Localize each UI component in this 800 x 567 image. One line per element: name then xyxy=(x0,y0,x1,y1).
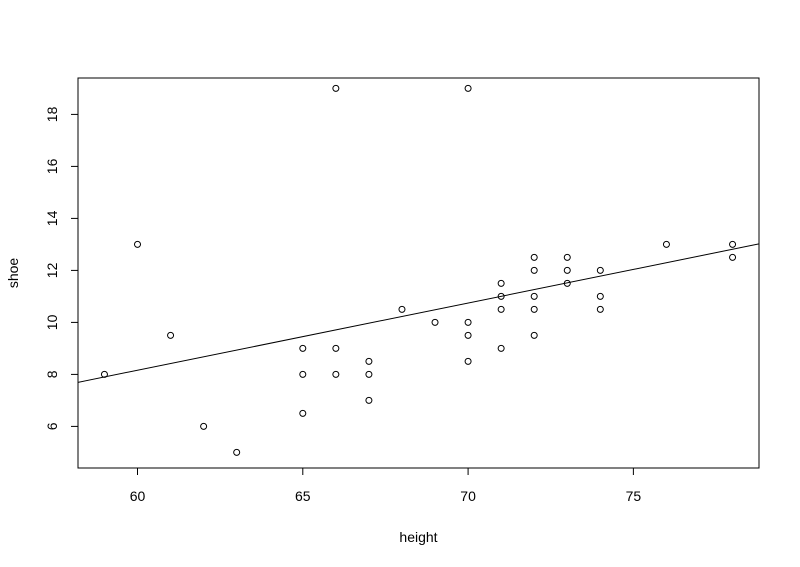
data-point xyxy=(332,370,340,378)
y-tick-label: 10 xyxy=(44,314,60,330)
data-point xyxy=(530,331,538,339)
data-point xyxy=(464,357,472,365)
data-point xyxy=(596,266,604,274)
data-point xyxy=(332,84,340,92)
data-point xyxy=(563,253,571,261)
data-point xyxy=(299,409,307,417)
x-tick-label: 65 xyxy=(295,488,311,504)
data-point xyxy=(497,279,505,287)
y-tick-label: 8 xyxy=(44,370,60,378)
x-tick-label: 60 xyxy=(130,488,146,504)
y-tick-label: 6 xyxy=(44,422,60,430)
data-point xyxy=(167,331,175,339)
x-axis-title: height xyxy=(399,529,437,545)
data-point xyxy=(431,318,439,326)
data-point xyxy=(233,448,241,456)
x-tick-label: 70 xyxy=(460,488,476,504)
data-point xyxy=(365,396,373,404)
data-point xyxy=(596,292,604,300)
data-point xyxy=(365,370,373,378)
data-point xyxy=(332,344,340,352)
data-point xyxy=(299,344,307,352)
data-point xyxy=(662,240,670,248)
regression-line xyxy=(78,243,759,383)
y-axis: 6 8 10 12 14 16 18 xyxy=(44,106,79,430)
regression-line-group xyxy=(78,243,759,383)
data-point xyxy=(530,292,538,300)
data-point xyxy=(464,318,472,326)
data-point xyxy=(134,240,142,248)
data-point xyxy=(200,422,208,430)
x-axis: 60 65 70 75 xyxy=(130,467,642,504)
data-point xyxy=(729,253,737,261)
data-point xyxy=(563,279,571,287)
data-point xyxy=(530,305,538,313)
data-point xyxy=(497,305,505,313)
data-point xyxy=(464,84,472,92)
y-axis-title: shoe xyxy=(5,258,21,289)
data-point xyxy=(464,331,472,339)
data-point xyxy=(497,292,505,300)
plot-frame xyxy=(77,77,760,469)
data-point xyxy=(299,370,307,378)
y-tick-label: 14 xyxy=(44,210,60,226)
y-tick-label: 18 xyxy=(44,106,60,122)
data-point xyxy=(497,344,505,352)
data-point xyxy=(530,266,538,274)
data-point xyxy=(596,305,604,313)
data-point xyxy=(729,240,737,248)
y-tick-label: 16 xyxy=(44,158,60,174)
data-point xyxy=(563,266,571,274)
x-tick-label: 75 xyxy=(626,488,642,504)
data-point xyxy=(530,253,538,261)
data-point xyxy=(398,305,406,313)
y-tick-label: 12 xyxy=(44,262,60,278)
data-point xyxy=(100,370,108,378)
data-point xyxy=(365,357,373,365)
data-points xyxy=(100,84,737,456)
